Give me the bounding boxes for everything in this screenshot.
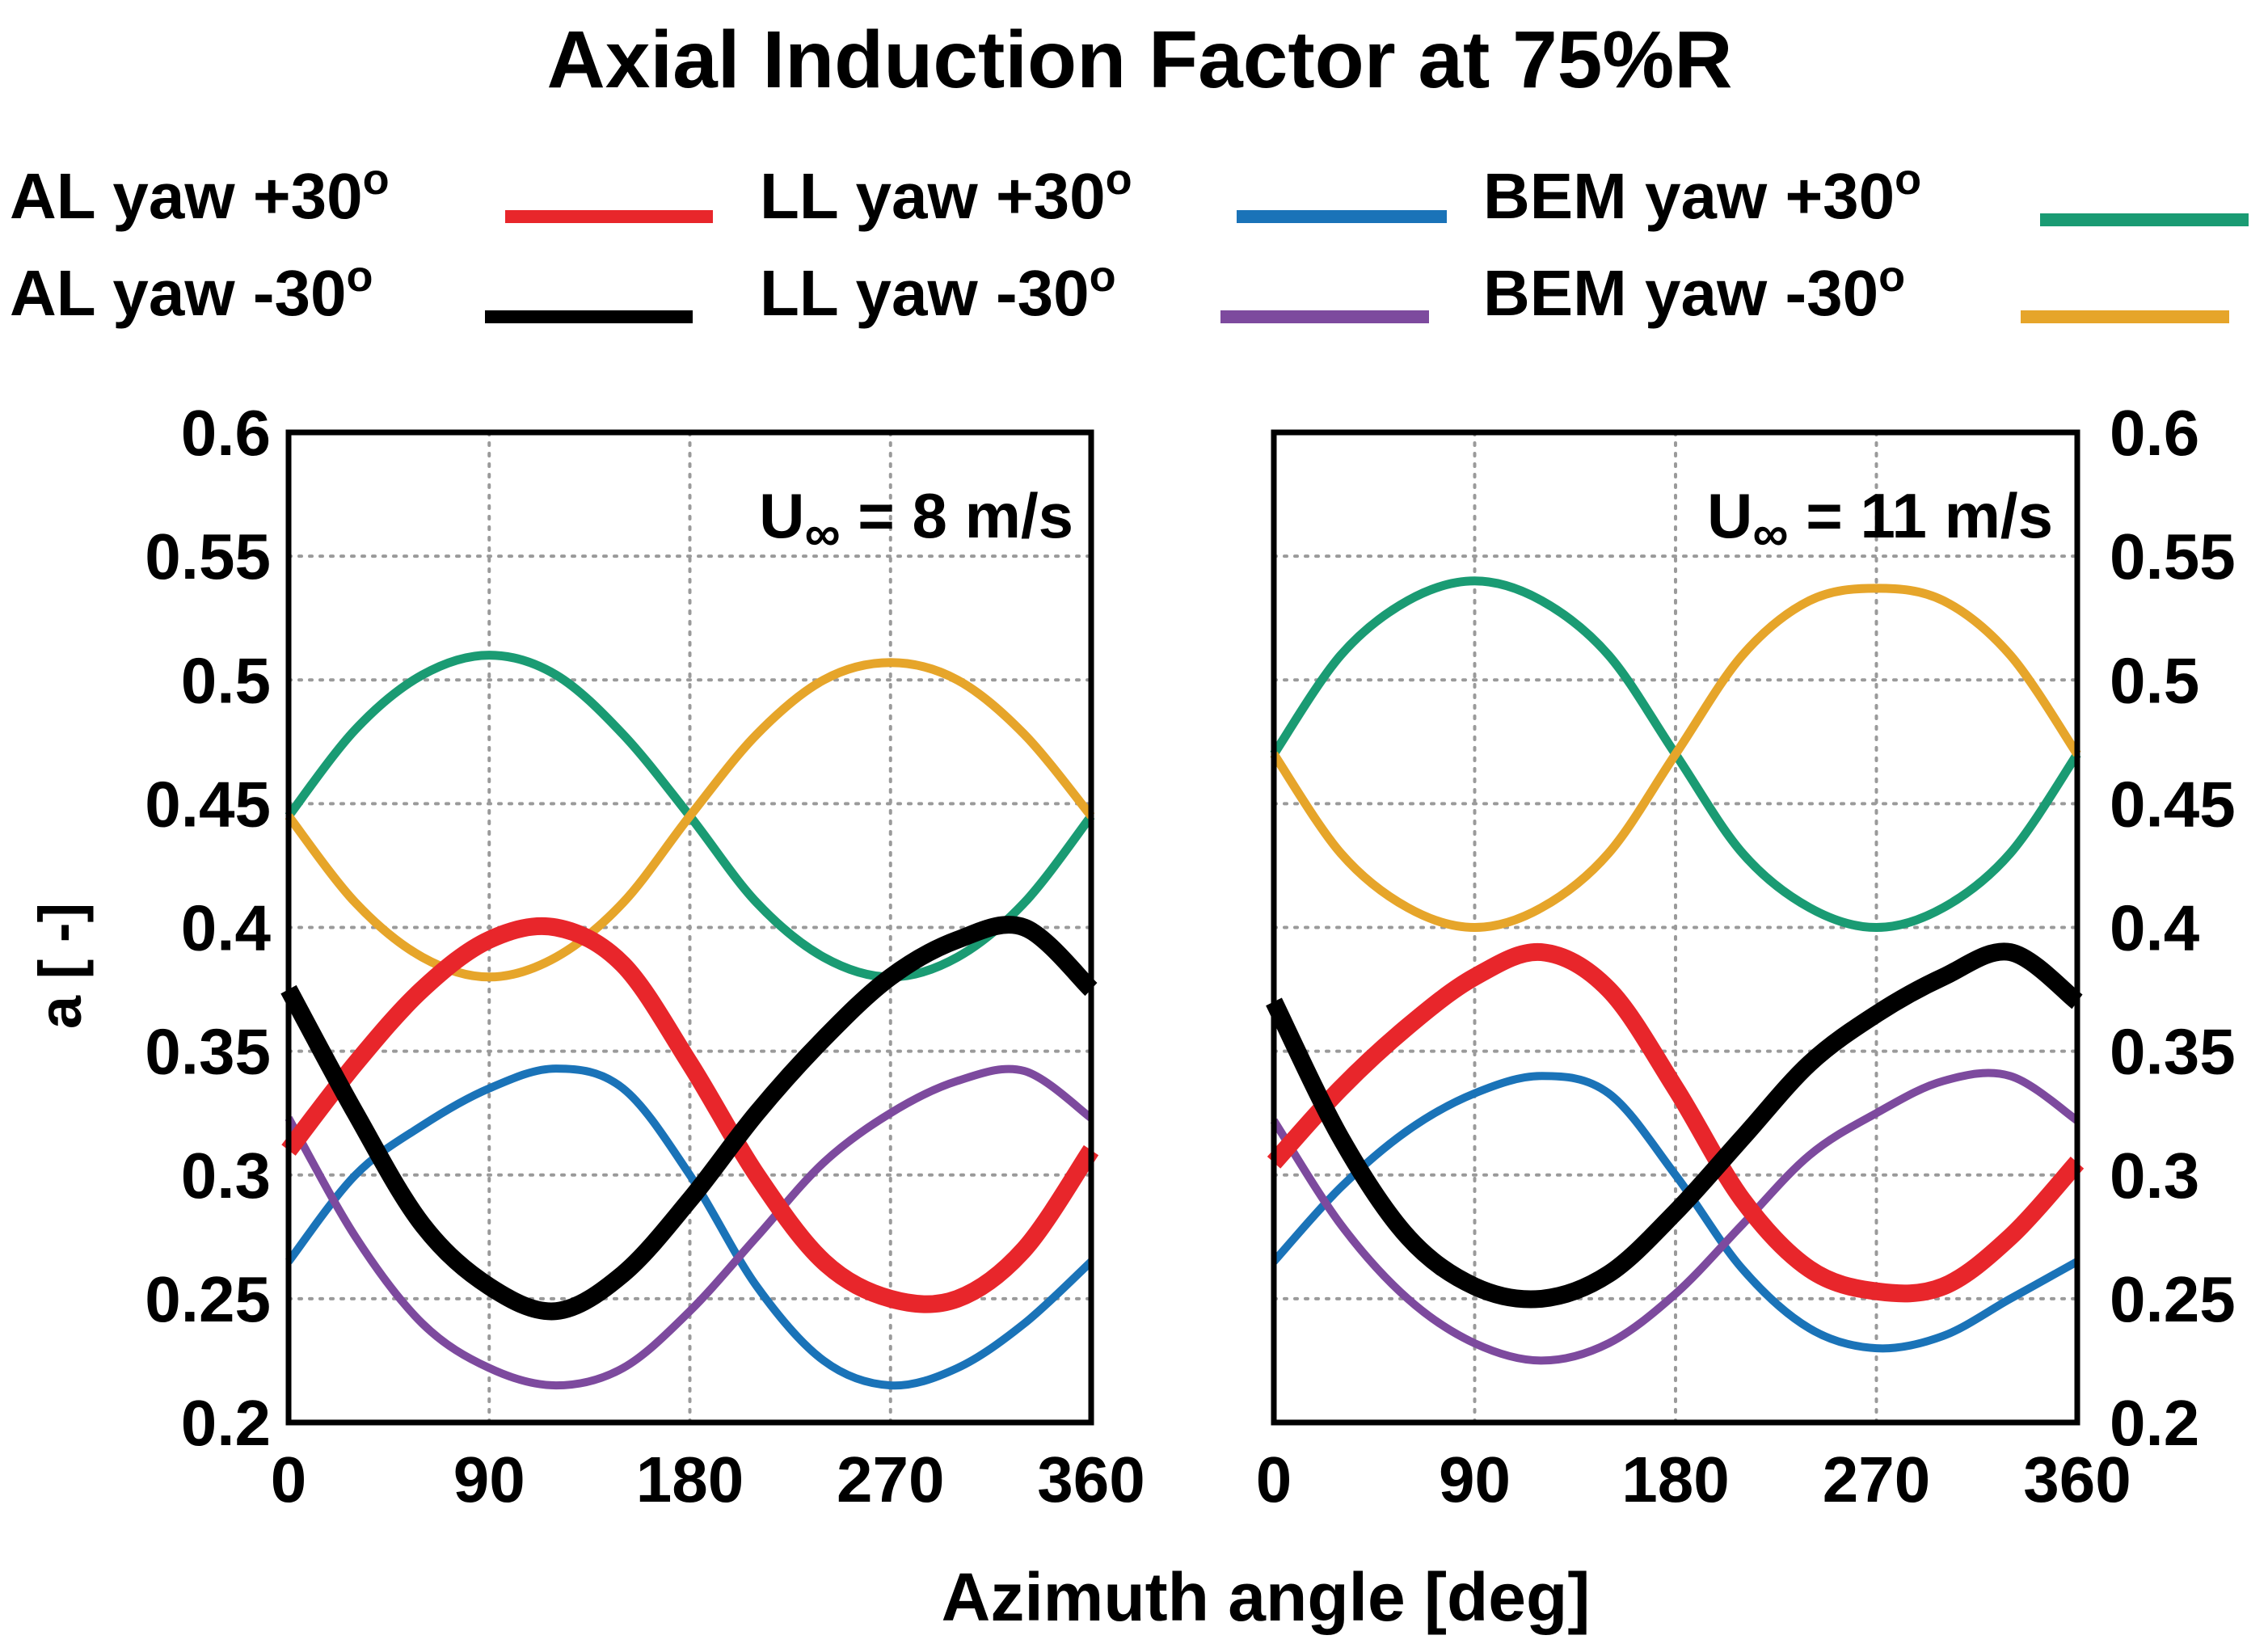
- y-tick-label-0.55: 0.55: [145, 521, 271, 592]
- y-tick-label-0.4: 0.4: [181, 892, 272, 964]
- y-axis-label: a [ -]: [27, 903, 94, 1029]
- legend-entry-bem-minus: BEM yaw -30o: [1483, 252, 2229, 329]
- series-al-minus: [1266, 942, 2083, 1309]
- y-tick-label-0.3: 0.3: [2110, 1140, 2199, 1212]
- legend-entry-bem-plus: BEM yaw +30o: [1483, 155, 2249, 232]
- x-tick-label-0: 0: [1256, 1444, 1292, 1515]
- plot-frame: [1271, 429, 2080, 1426]
- y-tick-label-0.6: 0.6: [2110, 397, 2199, 469]
- y-tick-label-0.6: 0.6: [181, 397, 271, 469]
- y-tick-label-0.25: 0.25: [2110, 1263, 2236, 1335]
- series-ll-minus: [285, 1064, 1094, 1390]
- legend: AL yaw +30o AL yaw -30o LL yaw +30o LL y…: [10, 155, 2249, 329]
- x-tick-label-180: 180: [1621, 1444, 1729, 1515]
- x-tick-label-360: 360: [1037, 1444, 1145, 1515]
- legend-entry-ll-minus: LL yaw -30o: [760, 252, 1429, 329]
- series-ll-minus: [1270, 1068, 2080, 1365]
- chart-title: Axial Induction Factor at 75%R: [547, 15, 1733, 105]
- series-ll-plus: [285, 1064, 1094, 1390]
- series-bem-minus: [1270, 584, 2081, 932]
- panel-8ms: 0 90 180 270 360 0.2 0.25 0.3 0.35 0.4 0.45 0.5 0.55…: [145, 397, 1145, 1515]
- x-tick-label-180: 180: [636, 1444, 744, 1515]
- legend-entry-al-plus: AL yaw +30o: [10, 155, 713, 232]
- y-tick-label-0.35: 0.35: [145, 1016, 271, 1088]
- legend-label-al-plus: AL yaw +30o: [10, 155, 390, 232]
- series-ll-plus: [1271, 1072, 2080, 1353]
- x-tick-label-0: 0: [271, 1444, 307, 1515]
- legend-label-bem-plus: BEM yaw +30o: [1483, 155, 1921, 232]
- y-tick-label-0.35: 0.35: [2110, 1016, 2236, 1088]
- wind-speed-annotation: U∞ = 8 m/s: [759, 480, 1073, 562]
- y-tick-label-0.3: 0.3: [181, 1140, 271, 1212]
- plot-frame: [285, 429, 1094, 1426]
- legend-entry-ll-plus: LL yaw +30o: [760, 155, 1447, 232]
- legend-label-bem-minus: BEM yaw -30o: [1483, 252, 1905, 329]
- legend-label-ll-plus: LL yaw +30o: [760, 155, 1132, 232]
- y-tick-label-0.55: 0.55: [2110, 521, 2236, 592]
- x-axis-label: Azimuth angle [deg]: [942, 1559, 1591, 1635]
- y-tick-label-0.5: 0.5: [181, 644, 271, 716]
- y-tick-label-0.4: 0.4: [2110, 892, 2200, 964]
- y-tick-label-0.2: 0.2: [2110, 1387, 2199, 1459]
- series-al-plus: [281, 917, 1099, 1313]
- x-tick-label-270: 270: [837, 1444, 944, 1515]
- series-al-plus: [1267, 942, 2085, 1303]
- x-tick-label-360: 360: [2023, 1444, 2131, 1515]
- x-tick-label-90: 90: [1439, 1444, 1511, 1515]
- y-tick-label-0.5: 0.5: [2110, 644, 2199, 716]
- y-tick-label-0.45: 0.45: [145, 768, 271, 840]
- y-tick-label-0.2: 0.2: [181, 1387, 271, 1459]
- legend-entry-al-minus: AL yaw -30o: [10, 252, 693, 329]
- legend-label-ll-minus: LL yaw -30o: [760, 252, 1116, 329]
- x-tick-label-90: 90: [453, 1444, 525, 1515]
- series-bem-minus: [285, 658, 1095, 982]
- legend-label-al-minus: AL yaw -30o: [10, 252, 373, 329]
- series-al-minus: [280, 916, 1098, 1321]
- wind-speed-annotation: U∞ = 11 m/s: [1707, 480, 2053, 562]
- x-tick-label-270: 270: [1823, 1444, 1930, 1515]
- y-tick-label-0.25: 0.25: [145, 1263, 271, 1335]
- y-tick-label-0.45: 0.45: [2110, 768, 2236, 840]
